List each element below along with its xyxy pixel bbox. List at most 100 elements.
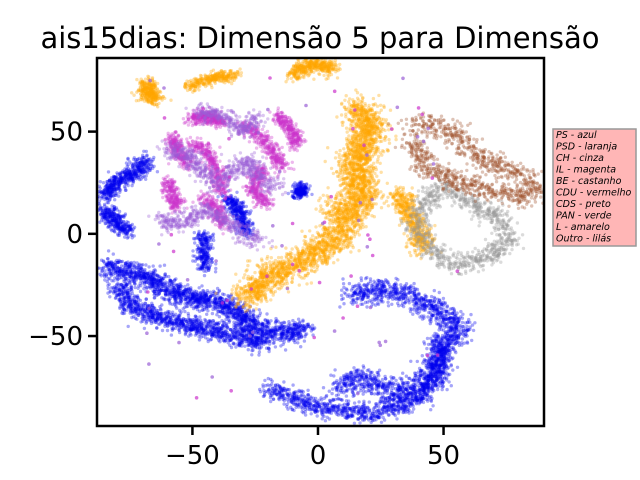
- data-point-ps: [136, 162, 141, 166]
- data-point-ps: [217, 334, 221, 338]
- data-point-ps: [131, 179, 136, 184]
- data-point-ps: [306, 393, 310, 397]
- data-point-ps: [144, 160, 148, 165]
- data-point-ps: [176, 317, 181, 322]
- data-point-ps: [299, 335, 304, 339]
- data-point-ps: [222, 292, 226, 297]
- data-point-ps: [150, 271, 155, 275]
- data-point-ps: [320, 412, 324, 416]
- data-point-ps: [107, 207, 111, 211]
- data-point-ps: [108, 178, 112, 182]
- data-point-ps: [102, 192, 107, 196]
- data-point-ps: [301, 319, 305, 323]
- data-point-ps: [150, 309, 154, 314]
- data-point-ps: [187, 334, 191, 338]
- data-point-ps: [119, 173, 123, 177]
- data-point-ps: [126, 176, 131, 180]
- data-point-ps: [138, 164, 142, 168]
- data-point-ps: [180, 285, 184, 289]
- data-point-ps: [263, 318, 267, 322]
- data-point-ps: [146, 276, 150, 281]
- data-point-ps: [228, 343, 232, 347]
- data-point-ps: [199, 322, 204, 326]
- data-point-ps: [252, 309, 256, 314]
- data-point-ps: [97, 203, 102, 207]
- data-point-ps: [139, 168, 143, 173]
- data-point-ps: [182, 324, 186, 329]
- data-point-ps: [134, 162, 138, 166]
- data-point-ps: [195, 307, 200, 312]
- data-point-ps: [124, 174, 128, 178]
- data-point-ps: [125, 175, 129, 179]
- data-point-ps: [231, 330, 235, 334]
- data-point-ps: [269, 399, 273, 404]
- data-point-ps: [119, 302, 124, 306]
- data-point-ps: [264, 324, 268, 329]
- data-point-ps: [312, 403, 316, 408]
- data-point-ps: [128, 172, 132, 177]
- data-point-ps: [142, 149, 146, 153]
- data-point-ps: [127, 169, 132, 174]
- data-point-ps: [299, 393, 303, 398]
- data-point-ps: [446, 373, 450, 377]
- data-point-ps: [109, 189, 114, 193]
- data-point-ps: [135, 295, 139, 299]
- data-point-ps: [264, 337, 269, 341]
- data-point-ps: [113, 176, 118, 180]
- data-point-ps: [243, 344, 247, 348]
- data-point-ps: [118, 221, 123, 225]
- data-point-ps: [131, 174, 136, 178]
- data-point-ps: [228, 315, 232, 319]
- data-point-ps: [238, 320, 243, 324]
- data-point-ps: [323, 419, 328, 423]
- data-point-ps: [248, 317, 252, 321]
- data-point-ps: [106, 183, 110, 187]
- data-point-ps: [109, 272, 113, 277]
- data-point-ps: [106, 221, 110, 225]
- data-point-ps: [377, 405, 381, 409]
- data-point-ps: [130, 308, 135, 312]
- data-point-ps: [163, 280, 168, 284]
- data-point-ps: [257, 350, 262, 354]
- data-point-ps: [273, 345, 278, 349]
- data-point-ps: [179, 296, 183, 301]
- data-point-ps: [159, 308, 163, 312]
- data-point-ps: [144, 297, 148, 301]
- data-point-ps: [125, 308, 129, 312]
- data-point-ps: [277, 384, 281, 388]
- data-point-ps: [138, 177, 142, 182]
- data-point-ps: [111, 252, 116, 256]
- data-point-ps: [128, 176, 132, 180]
- data-point-ps: [151, 320, 156, 324]
- data-point-ps: [279, 344, 283, 348]
- data-point-ps: [136, 167, 141, 172]
- data-point-ps: [128, 311, 132, 315]
- data-point-ps: [140, 161, 144, 166]
- data-point-ps: [154, 272, 158, 277]
- data-point-ps: [132, 260, 136, 265]
- data-point-ps: [105, 257, 110, 261]
- data-point-ps: [133, 172, 137, 176]
- data-point-ps: [104, 184, 108, 188]
- data-point-ps: [315, 414, 319, 418]
- data-point-ps: [113, 175, 117, 179]
- data-point-ps: [144, 280, 148, 285]
- data-point-ps: [258, 347, 262, 351]
- data-point-ps: [151, 315, 155, 320]
- data-point-ps: [303, 407, 308, 411]
- data-point-ps: [138, 289, 143, 294]
- data-point-ps: [111, 176, 116, 180]
- data-point-ps: [180, 292, 185, 297]
- data-point-ps: [123, 265, 128, 270]
- data-point-ps: [118, 188, 123, 192]
- data-point-ps: [357, 400, 361, 404]
- data-point-ps: [131, 179, 136, 183]
- data-point-ps: [325, 415, 329, 419]
- data-point-ps: [291, 331, 296, 336]
- data-point-ps: [116, 293, 121, 298]
- data-point-ps: [118, 171, 123, 175]
- data-point-ps: [335, 410, 340, 414]
- data-point-ps: [140, 163, 145, 167]
- data-point-ps: [151, 275, 155, 279]
- data-point-ps: [129, 260, 133, 265]
